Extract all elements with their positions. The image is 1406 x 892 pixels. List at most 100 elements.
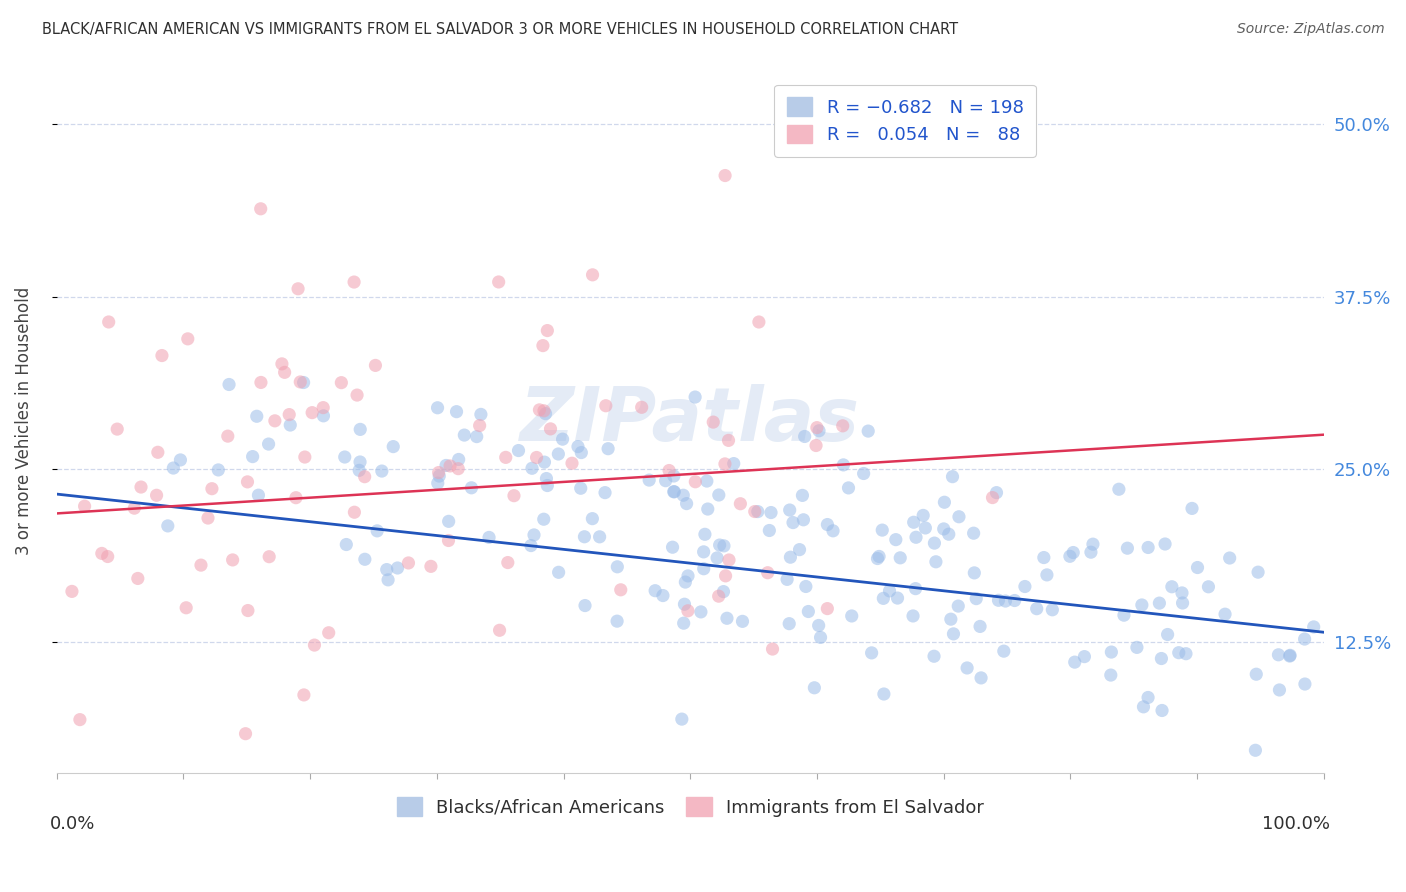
Point bbox=[533, 455, 555, 469]
Point bbox=[69, 713, 91, 727]
Point bbox=[287, 282, 309, 296]
Point bbox=[1279, 648, 1302, 663]
Point bbox=[797, 605, 820, 619]
Point bbox=[810, 631, 832, 645]
Point bbox=[273, 365, 295, 379]
Point bbox=[638, 473, 661, 487]
Point bbox=[912, 508, 935, 523]
Point bbox=[523, 528, 546, 542]
Point bbox=[1156, 627, 1178, 641]
Point bbox=[1167, 646, 1189, 660]
Point bbox=[866, 551, 889, 566]
Point bbox=[630, 401, 652, 415]
Point bbox=[221, 553, 243, 567]
Y-axis label: 3 or more Vehicles in Household: 3 or more Vehicles in Household bbox=[15, 286, 32, 555]
Point bbox=[526, 450, 548, 465]
Point bbox=[776, 573, 799, 587]
Point bbox=[294, 450, 316, 464]
Point bbox=[1244, 743, 1267, 757]
Point bbox=[969, 619, 991, 633]
Point bbox=[761, 642, 783, 657]
Point bbox=[387, 561, 409, 575]
Point bbox=[574, 530, 596, 544]
Point bbox=[588, 530, 610, 544]
Point bbox=[747, 505, 769, 519]
Point bbox=[1160, 580, 1182, 594]
Point bbox=[301, 406, 323, 420]
Point bbox=[981, 491, 1004, 505]
Point bbox=[707, 589, 730, 603]
Point bbox=[804, 438, 827, 452]
Point bbox=[934, 495, 956, 509]
Point bbox=[1149, 596, 1171, 610]
Point bbox=[879, 583, 901, 598]
Point bbox=[673, 597, 696, 611]
Point bbox=[779, 550, 801, 565]
Point bbox=[437, 514, 460, 528]
Point bbox=[446, 405, 468, 419]
Point bbox=[717, 434, 740, 448]
Point bbox=[672, 616, 695, 631]
Point bbox=[673, 575, 696, 590]
Point bbox=[1132, 699, 1154, 714]
Point bbox=[709, 538, 731, 552]
Point bbox=[748, 315, 770, 329]
Point bbox=[904, 582, 927, 596]
Point bbox=[97, 315, 120, 329]
Point bbox=[676, 604, 699, 618]
Point bbox=[901, 609, 924, 624]
Point bbox=[1130, 598, 1153, 612]
Point bbox=[343, 505, 366, 519]
Point bbox=[987, 593, 1010, 607]
Point bbox=[713, 584, 735, 599]
Point bbox=[610, 582, 633, 597]
Point bbox=[716, 611, 738, 625]
Point bbox=[347, 463, 370, 477]
Point bbox=[714, 457, 737, 471]
Point bbox=[257, 437, 280, 451]
Point bbox=[439, 458, 461, 473]
Point bbox=[581, 511, 603, 525]
Point bbox=[496, 556, 519, 570]
Point bbox=[447, 461, 470, 475]
Point bbox=[520, 539, 543, 553]
Point bbox=[1294, 632, 1316, 646]
Point bbox=[508, 443, 530, 458]
Point bbox=[758, 524, 780, 538]
Point bbox=[744, 504, 766, 518]
Point bbox=[1174, 647, 1197, 661]
Point bbox=[217, 429, 239, 443]
Point bbox=[468, 418, 491, 433]
Point bbox=[1063, 655, 1085, 669]
Point bbox=[756, 566, 779, 580]
Point bbox=[561, 456, 583, 470]
Point bbox=[807, 618, 830, 632]
Point bbox=[1112, 608, 1135, 623]
Text: BLACK/AFRICAN AMERICAN VS IMMIGRANTS FROM EL SALVADOR 3 OR MORE VEHICLES IN HOUS: BLACK/AFRICAN AMERICAN VS IMMIGRANTS FRO… bbox=[42, 22, 959, 37]
Point bbox=[547, 566, 569, 580]
Point bbox=[1099, 668, 1122, 682]
Point bbox=[939, 612, 962, 626]
Point bbox=[567, 440, 589, 454]
Point bbox=[702, 415, 724, 429]
Point bbox=[292, 688, 315, 702]
Point bbox=[129, 480, 152, 494]
Point bbox=[606, 559, 628, 574]
Point bbox=[994, 594, 1017, 608]
Point bbox=[177, 332, 200, 346]
Point bbox=[398, 556, 420, 570]
Point bbox=[312, 409, 335, 423]
Point bbox=[349, 422, 371, 436]
Point bbox=[364, 359, 387, 373]
Point bbox=[551, 432, 574, 446]
Point bbox=[821, 524, 844, 538]
Point bbox=[235, 727, 257, 741]
Point bbox=[169, 453, 191, 467]
Point bbox=[246, 409, 269, 424]
Point bbox=[870, 523, 893, 537]
Point bbox=[644, 583, 666, 598]
Point bbox=[942, 627, 965, 641]
Point bbox=[1187, 560, 1209, 574]
Point bbox=[707, 488, 730, 502]
Point bbox=[426, 476, 449, 491]
